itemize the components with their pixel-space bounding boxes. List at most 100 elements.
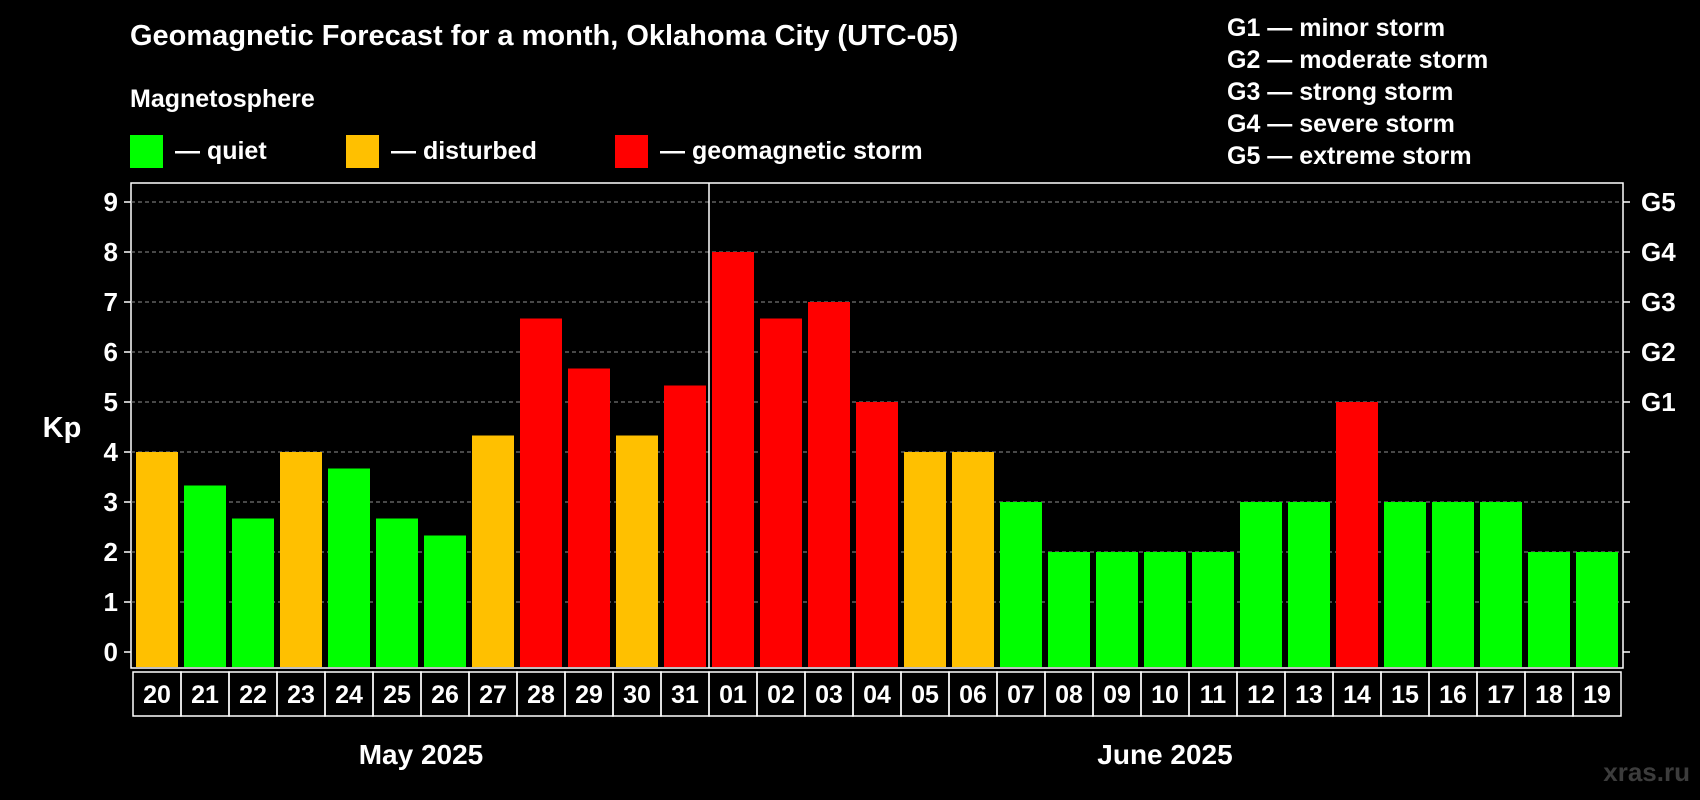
chart-title: Geomagnetic Forecast for a month, Oklaho…	[130, 20, 959, 52]
day-label: 31	[671, 681, 699, 709]
day-label: 14	[1343, 681, 1371, 709]
kp-bar	[1240, 502, 1282, 667]
kp-bar	[184, 485, 226, 667]
kp-bar	[616, 435, 658, 667]
day-label: 13	[1295, 681, 1323, 709]
y-tick-label: 6	[104, 337, 118, 367]
y-tick-label: 3	[104, 487, 118, 517]
kp-bar	[664, 385, 706, 667]
storm-level-g4: G4 — severe storm	[1227, 110, 1455, 138]
kp-bar	[904, 452, 946, 667]
kp-bar	[472, 435, 514, 667]
kp-bar	[808, 302, 850, 667]
storm-level-g5: G5 — extreme storm	[1227, 142, 1472, 170]
day-label: 12	[1247, 681, 1275, 709]
legend-item-disturbed: — disturbed	[346, 134, 537, 168]
legend-item-quiet: — quiet	[130, 134, 267, 168]
day-label: 05	[911, 681, 939, 709]
month-label: May 2025	[359, 739, 484, 770]
kp-bar	[1432, 502, 1474, 667]
legend-swatch-storm	[615, 134, 648, 168]
right-axis-label: G4	[1641, 237, 1676, 267]
storm-level-g2: G2 — moderate storm	[1227, 46, 1489, 74]
kp-bar	[328, 468, 370, 667]
legend-item-storm: — geomagnetic storm	[615, 134, 923, 168]
kp-bar	[1528, 552, 1570, 667]
day-label: 15	[1391, 681, 1419, 709]
right-axis-label: G3	[1641, 287, 1676, 317]
right-axis-label: G1	[1641, 387, 1676, 417]
day-label: 21	[191, 681, 219, 709]
legend-label-disturbed: — disturbed	[391, 136, 537, 165]
day-label: 09	[1103, 681, 1131, 709]
day-label: 25	[383, 681, 411, 709]
storm-level-list: G1 — minor storm G2 — moderate storm G3 …	[1227, 12, 1488, 172]
y-tick-label: 9	[104, 187, 118, 217]
day-label: 03	[815, 681, 843, 709]
kp-bar	[952, 452, 994, 667]
kp-bar	[1384, 502, 1426, 667]
day-label-cell	[1572, 671, 1622, 717]
kp-bar	[232, 518, 274, 667]
kp-bar	[1480, 502, 1522, 667]
right-axis-label: G2	[1641, 337, 1676, 367]
day-label: 22	[239, 681, 267, 709]
y-axis-label: Kp	[43, 412, 82, 444]
y-tick-label: 4	[104, 437, 119, 467]
kp-bar	[136, 452, 178, 667]
kp-bar	[424, 535, 466, 667]
day-label: 27	[479, 681, 507, 709]
plot-frame	[130, 182, 1624, 669]
kp-bar	[1144, 552, 1186, 667]
kp-bar	[568, 368, 610, 667]
y-tick-label: 5	[104, 387, 118, 417]
storm-level-g3: G3 — strong storm	[1227, 78, 1454, 106]
day-label: 16	[1439, 681, 1467, 709]
day-label: 17	[1487, 681, 1515, 709]
legend-label-quiet: — quiet	[175, 136, 267, 165]
day-label: 19	[1583, 681, 1611, 709]
kp-bar	[1048, 552, 1090, 667]
day-label: 02	[767, 681, 795, 709]
kp-bar	[1576, 552, 1618, 667]
kp-bar	[520, 318, 562, 667]
day-label: 11	[1200, 681, 1227, 709]
legend-swatch-disturbed	[346, 134, 379, 168]
day-label: 08	[1055, 681, 1083, 709]
day-label: 07	[1007, 681, 1035, 709]
day-label: 06	[959, 681, 987, 709]
day-label: 01	[719, 681, 747, 709]
day-label: 26	[431, 681, 459, 709]
day-label: 30	[623, 681, 651, 709]
kp-bar	[1192, 552, 1234, 667]
kp-bar	[712, 252, 754, 667]
kp-bar	[1288, 502, 1330, 667]
day-label: 29	[575, 681, 603, 709]
y-tick-label: 1	[104, 587, 118, 617]
y-tick-label: 7	[104, 287, 118, 317]
kp-bar	[760, 318, 802, 667]
day-label: 28	[527, 681, 555, 709]
day-label: 24	[335, 681, 363, 709]
legend-label-storm: — geomagnetic storm	[660, 136, 923, 165]
kp-bar	[1000, 502, 1042, 667]
day-label: 20	[143, 681, 171, 709]
legend-swatch-quiet	[130, 134, 163, 168]
kp-bar	[376, 518, 418, 667]
watermark: xras.ru	[1603, 757, 1690, 787]
y-tick-label: 2	[104, 537, 118, 567]
day-label: 10	[1151, 681, 1179, 709]
kp-bar	[856, 402, 898, 667]
storm-level-g1: G1 — minor storm	[1227, 14, 1446, 42]
day-label: 04	[863, 681, 891, 709]
y-tick-label: 0	[104, 637, 118, 667]
day-label: 18	[1535, 681, 1563, 709]
legend-heading: Magnetosphere	[130, 85, 315, 113]
kp-bar	[280, 452, 322, 667]
day-label: 23	[287, 681, 315, 709]
kp-bar	[1096, 552, 1138, 667]
right-axis-label: G5	[1641, 187, 1676, 217]
kp-bar	[1336, 402, 1378, 667]
month-label: June 2025	[1097, 739, 1232, 770]
